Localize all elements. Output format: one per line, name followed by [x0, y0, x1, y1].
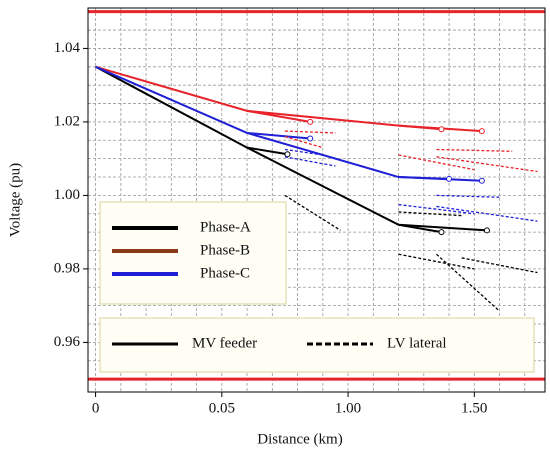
lv-lateral [436, 194, 500, 198]
legend-label: Phase-B [200, 242, 250, 258]
lv-lateral [284, 194, 341, 231]
lv-lateral [436, 148, 513, 152]
lv-lateral [398, 253, 475, 270]
x-tick-label: 0.05 [209, 400, 235, 416]
legend-label: MV feeder [192, 335, 257, 351]
lv-lateral [436, 156, 538, 173]
lv-lateral [284, 156, 336, 167]
lv-lateral [398, 154, 475, 171]
mv-feeder [246, 109, 311, 123]
mv-feeder [246, 131, 311, 140]
mv-feeder [246, 146, 288, 156]
end-marker [284, 151, 291, 158]
y-tick-label: 0.98 [54, 260, 80, 276]
legend-label: Phase-C [200, 265, 250, 281]
end-marker [478, 177, 485, 184]
x-tick-label: 1.50 [461, 400, 487, 416]
mv-feeder [398, 223, 442, 234]
mv-feeder [398, 176, 450, 180]
mv-feeder [95, 65, 487, 232]
legend-label: Phase-A [200, 219, 251, 235]
end-marker [438, 229, 445, 236]
lv-lateral [284, 135, 323, 149]
lv-lateral [398, 203, 475, 215]
end-marker [478, 128, 485, 135]
plot-frame [87, 7, 546, 393]
end-marker [483, 227, 490, 234]
end-marker [307, 118, 314, 125]
y-tick-label: 0.96 [54, 334, 81, 350]
y-tick-label: 1.02 [54, 113, 80, 129]
lv-lateral [398, 211, 462, 217]
y-tick-label: 1.04 [54, 40, 81, 56]
end-marker [438, 126, 445, 133]
legend-label: LV lateral [387, 335, 447, 351]
end-marker [446, 175, 453, 182]
lv-lateral [284, 130, 336, 134]
lv-lateral [284, 148, 323, 156]
y-tick-label: 1.00 [54, 187, 80, 203]
y-axis-label: Voltage (pu) [7, 163, 23, 237]
x-tick-label: 0 [92, 400, 100, 416]
lv-lateral [435, 253, 500, 312]
lv-lateral [461, 257, 538, 274]
lv-lateral [436, 205, 538, 222]
x-axis-label: Distance (km) [257, 431, 342, 447]
x-tick-label: 1.00 [335, 400, 361, 416]
mv-feeder [398, 124, 442, 131]
end-marker [307, 135, 314, 142]
